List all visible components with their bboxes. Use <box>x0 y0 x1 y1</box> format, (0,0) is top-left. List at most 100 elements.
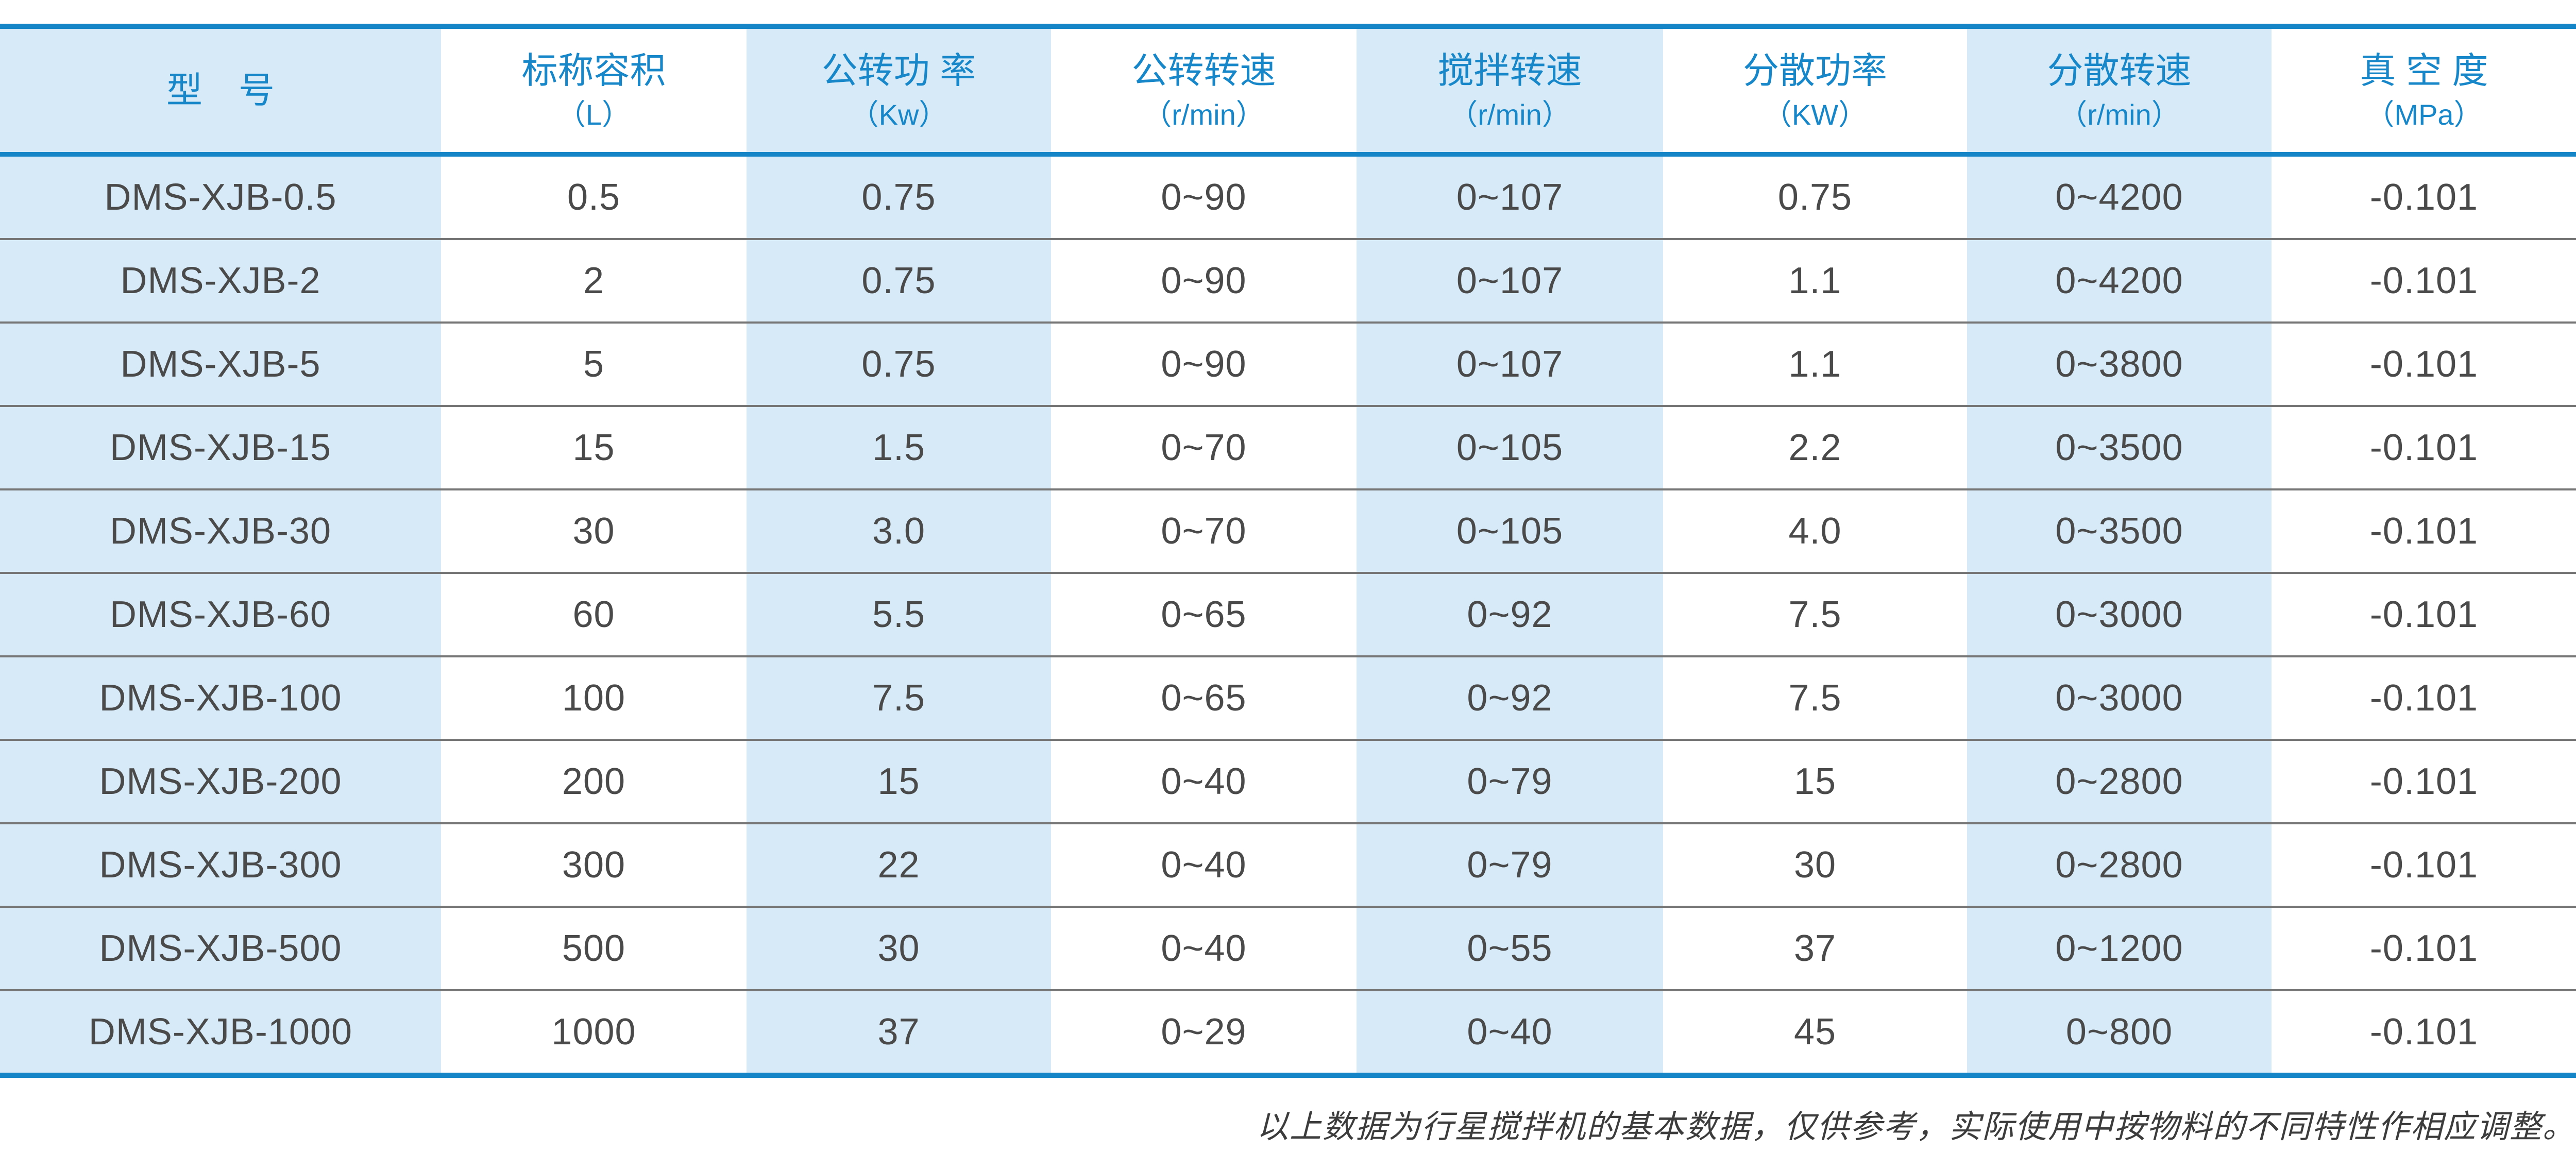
cell-model: DMS-XJB-15 <box>0 407 441 488</box>
cell-disp-power: 7.5 <box>1663 657 1967 739</box>
cell-stir-speed: 0~105 <box>1357 407 1663 488</box>
header-cell-model: 型 号 <box>0 29 441 152</box>
cell-value: 0~3500 <box>2055 511 2183 552</box>
cell-value: 0~3000 <box>2055 677 2183 719</box>
cell-value: 0~3800 <box>2055 344 2183 385</box>
header-cell-rev-speed: 公转转速 （r/min） <box>1051 29 1357 152</box>
cell-value: 0.75 <box>861 177 936 218</box>
cell-disp-speed: 0~2800 <box>1967 824 2272 906</box>
header-unit-disp-power: （KW） <box>1762 98 1868 131</box>
cell-disp-speed: 0~1200 <box>1967 908 2272 989</box>
cell-value: 0~3000 <box>2055 594 2183 635</box>
cell-stir-speed: 0~55 <box>1357 908 1663 989</box>
cell-rev-power: 30 <box>747 908 1051 989</box>
cell-value: 0~55 <box>1467 928 1553 969</box>
header-cell-vacuum: 真 空 度 （MPa） <box>2272 29 2576 152</box>
cell-value: 7.5 <box>1788 594 1842 635</box>
header-label-disp-speed: 分散转速 <box>2047 50 2192 91</box>
cell-disp-speed: 0~3500 <box>1967 407 2272 488</box>
cell-capacity: 200 <box>441 741 747 822</box>
cell-value: 0~92 <box>1467 594 1553 635</box>
cell-value: 2 <box>583 260 605 301</box>
cell-value: DMS-XJB-1000 <box>88 1011 353 1053</box>
cell-value: 0~65 <box>1161 594 1247 635</box>
cell-value: 0~2800 <box>2055 844 2183 886</box>
cell-value: 0.75 <box>1777 177 1853 218</box>
header-label-stir-speed: 搅拌转速 <box>1437 50 1582 91</box>
cell-value: 37 <box>877 1011 920 1053</box>
cell-value: DMS-XJB-5 <box>120 344 321 385</box>
cell-disp-speed: 0~4200 <box>1967 240 2272 321</box>
cell-vacuum: -0.101 <box>2272 240 2576 321</box>
header-label-rev-speed: 公转转速 <box>1131 50 1276 91</box>
cell-disp-power: 1.1 <box>1663 240 1967 321</box>
cell-vacuum: -0.101 <box>2272 908 2576 989</box>
cell-disp-speed: 0~3500 <box>1967 490 2272 572</box>
cell-value: DMS-XJB-30 <box>109 511 332 552</box>
cell-value: 30 <box>572 511 615 552</box>
cell-value: 5.5 <box>872 594 926 635</box>
cell-value: 30 <box>877 928 920 969</box>
cell-stir-speed: 0~107 <box>1357 324 1663 405</box>
cell-rev-speed: 0~40 <box>1051 824 1357 906</box>
cell-value: DMS-XJB-500 <box>99 928 342 969</box>
header-unit-vacuum: （MPa） <box>2365 98 2483 131</box>
cell-rev-speed: 0~29 <box>1051 991 1357 1073</box>
cell-value: 22 <box>877 844 920 886</box>
cell-value: -0.101 <box>2369 928 2479 969</box>
table-row: DMS-XJB-300 300 22 0~40 0~79 30 0~2800 -0.101 <box>0 822 2576 906</box>
cell-disp-speed: 0~800 <box>1967 991 2272 1073</box>
cell-value: 1000 <box>551 1011 636 1053</box>
cell-rev-power: 0.75 <box>747 157 1051 238</box>
cell-capacity: 100 <box>441 657 747 739</box>
cell-value: DMS-XJB-15 <box>109 427 332 468</box>
header-underline <box>0 152 2576 157</box>
cell-capacity: 1000 <box>441 991 747 1073</box>
cell-stir-speed: 0~107 <box>1357 240 1663 321</box>
cell-value: 0~107 <box>1456 344 1564 385</box>
header-label-model: 型 号 <box>166 70 275 111</box>
cell-value: 0~90 <box>1161 177 1247 218</box>
cell-value: -0.101 <box>2369 761 2479 802</box>
cell-value: 1.5 <box>872 427 926 468</box>
table-row: DMS-XJB-15 15 1.5 0~70 0~105 2.2 0~3500 -0.101 <box>0 405 2576 488</box>
cell-model: DMS-XJB-5 <box>0 324 441 405</box>
cell-value: 1.1 <box>1788 260 1842 301</box>
cell-rev-speed: 0~70 <box>1051 407 1357 488</box>
cell-value: -0.101 <box>2369 844 2479 886</box>
cell-value: -0.101 <box>2369 511 2479 552</box>
cell-vacuum: -0.101 <box>2272 991 2576 1073</box>
cell-disp-speed: 0~4200 <box>1967 157 2272 238</box>
cell-disp-power: 30 <box>1663 824 1967 906</box>
cell-vacuum: -0.101 <box>2272 657 2576 739</box>
cell-value: 0~70 <box>1161 427 1247 468</box>
cell-value: -0.101 <box>2369 260 2479 301</box>
cell-value: 0.5 <box>567 177 621 218</box>
cell-value: 0~1200 <box>2055 928 2183 969</box>
cell-rev-speed: 0~70 <box>1051 490 1357 572</box>
cell-capacity: 0.5 <box>441 157 747 238</box>
cell-rev-speed: 0~65 <box>1051 574 1357 655</box>
header-cell-capacity: 标称容积 （L） <box>441 29 747 152</box>
cell-value: 7.5 <box>872 677 926 719</box>
cell-value: DMS-XJB-2 <box>120 260 321 301</box>
cell-model: DMS-XJB-60 <box>0 574 441 655</box>
header-label-rev-power: 公转功 率 <box>821 50 976 91</box>
cell-value: DMS-XJB-0.5 <box>104 177 337 218</box>
cell-value: 0~105 <box>1456 427 1564 468</box>
cell-disp-speed: 0~3800 <box>1967 324 2272 405</box>
cell-value: 0~105 <box>1456 511 1564 552</box>
cell-value: 100 <box>562 677 626 719</box>
cell-rev-power: 15 <box>747 741 1051 822</box>
cell-disp-power: 2.2 <box>1663 407 1967 488</box>
cell-rev-speed: 0~90 <box>1051 240 1357 321</box>
cell-capacity: 300 <box>441 824 747 906</box>
table-header-row: 型 号 标称容积 （L） 公转功 率 （Kw） 公转转速 （r/min） 搅拌转速 （r/min… <box>0 29 2576 152</box>
cell-rev-power: 3.0 <box>747 490 1051 572</box>
table-top-border <box>0 24 2576 29</box>
cell-value: 200 <box>562 761 626 802</box>
header-unit-disp-speed: （r/min） <box>2058 98 2180 131</box>
cell-value: DMS-XJB-300 <box>99 844 342 886</box>
cell-value: 0~29 <box>1161 1011 1247 1053</box>
